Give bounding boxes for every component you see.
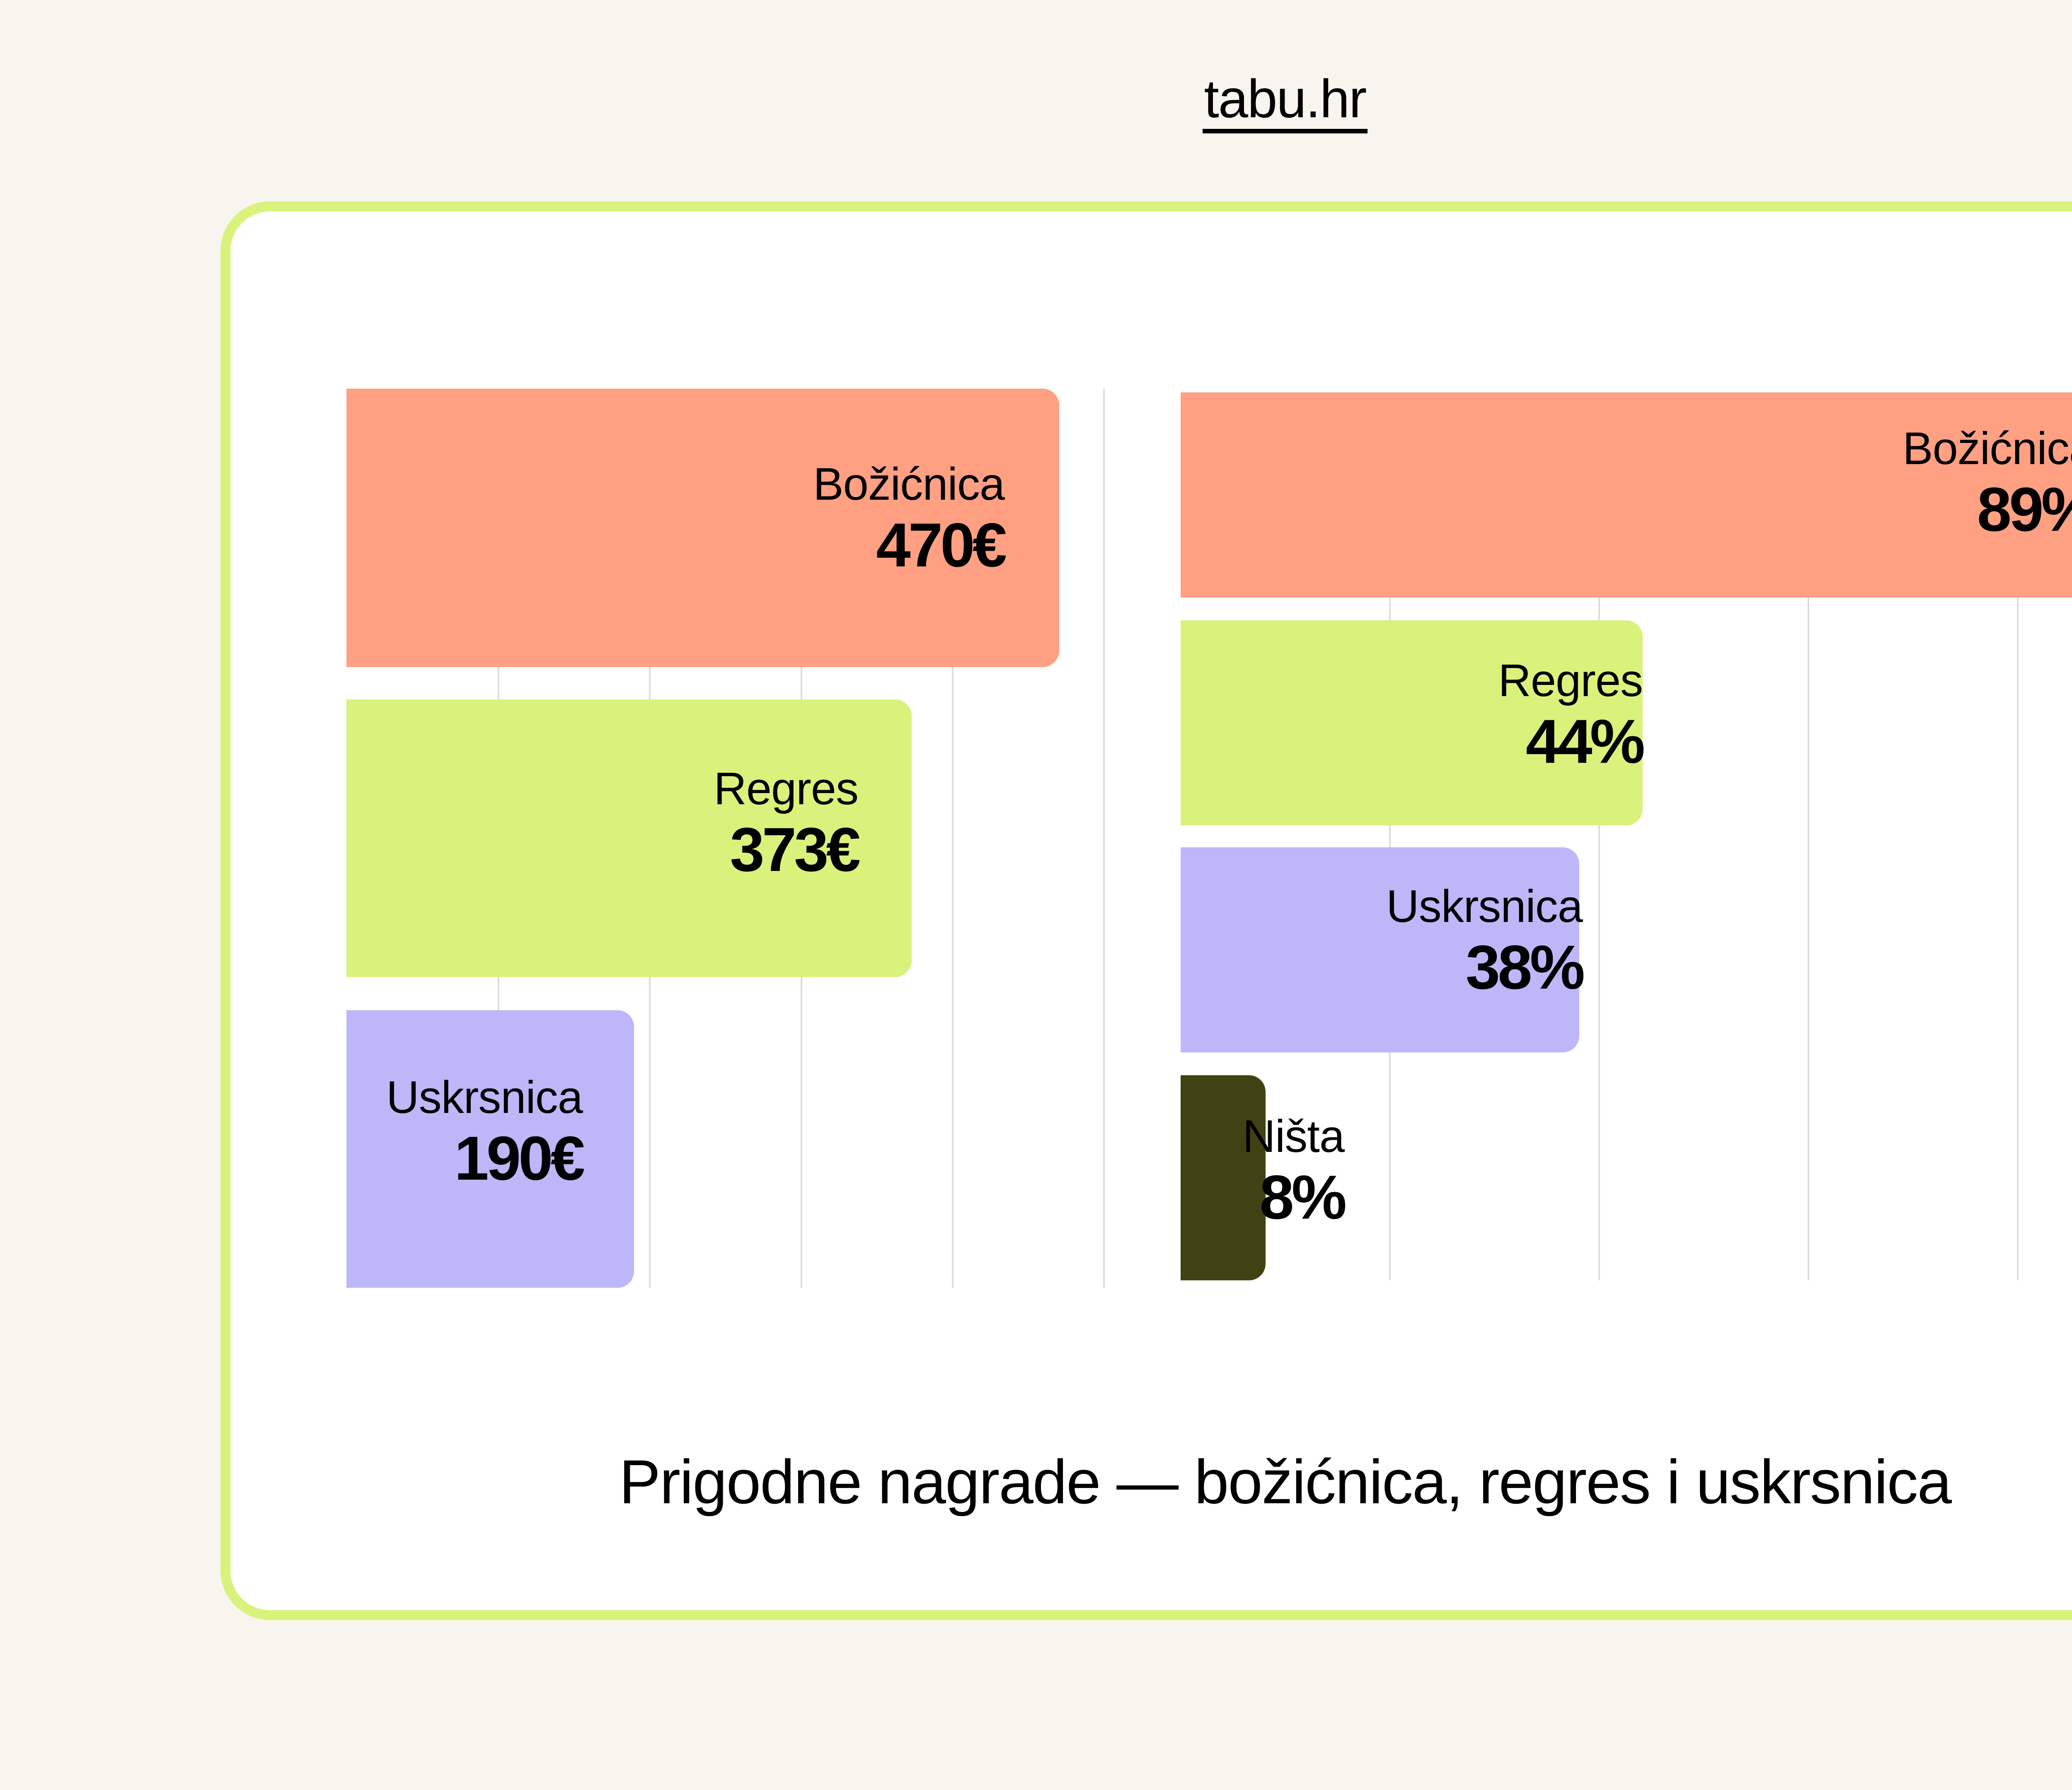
bar-value: 8% xyxy=(1259,1162,1347,1232)
bar-nista-text: Ništa 8% xyxy=(1242,1111,1347,1233)
percentage-chart: Božićnica 89% Regres 44% Uskrsnica 38% N… xyxy=(1181,392,2072,1280)
bar-nista xyxy=(1181,1075,1266,1280)
bar-regres-text: Regres 44% xyxy=(1498,655,1645,777)
bar-regres-text: Regres 373€ xyxy=(714,763,861,885)
bar-uskrsnica xyxy=(346,1010,634,1288)
bar-value: 89% xyxy=(1977,474,2072,544)
bar-uskrsnica-text: Uskrsnica 38% xyxy=(1386,881,1585,1003)
bar-label: Uskrsnica xyxy=(386,1072,583,1123)
bar-bozicnica xyxy=(346,389,1059,667)
bar-bozicnica xyxy=(1181,392,2072,597)
bar-value: 190€ xyxy=(454,1123,585,1193)
bar-label: Regres xyxy=(714,763,859,814)
gridline xyxy=(952,389,954,1288)
gridline xyxy=(1598,392,1600,1280)
bar-label: Regres xyxy=(1498,655,1643,706)
gridline xyxy=(1808,392,1809,1280)
brand-link[interactable]: tabu.hr xyxy=(1202,68,1368,133)
bar-regres xyxy=(346,699,912,977)
gridline xyxy=(1389,392,1391,1280)
bar-value: 44% xyxy=(1525,706,1645,776)
bar-regres xyxy=(1181,620,1643,825)
bar-value: 38% xyxy=(1465,932,1585,1002)
bar-bozicnica-text: Božićnica 470€ xyxy=(813,459,1007,581)
bar-label: Uskrsnica xyxy=(1386,881,1583,932)
bar-value: 470€ xyxy=(876,510,1007,580)
amount-chart: Božićnica 470€ Regres 373€ Uskrsnica 190… xyxy=(346,389,1105,1288)
bar-uskrsnica-text: Uskrsnica 190€ xyxy=(386,1072,585,1194)
bar-value: 373€ xyxy=(730,815,861,884)
brand-header: tabu.hr xyxy=(0,68,2072,133)
gridline xyxy=(1103,389,1105,1288)
bar-bozicnica-text: Božićnica 89% xyxy=(1903,423,2072,545)
chart-caption: Prigodne nagrade — božićnica, regres i u… xyxy=(619,1447,1952,1517)
bar-uskrsnica xyxy=(1181,847,1579,1052)
gridline xyxy=(2017,392,2019,1280)
bar-label: Ništa xyxy=(1242,1111,1345,1162)
bar-label: Božićnica xyxy=(1903,423,2072,474)
bar-label: Božićnica xyxy=(813,459,1005,510)
